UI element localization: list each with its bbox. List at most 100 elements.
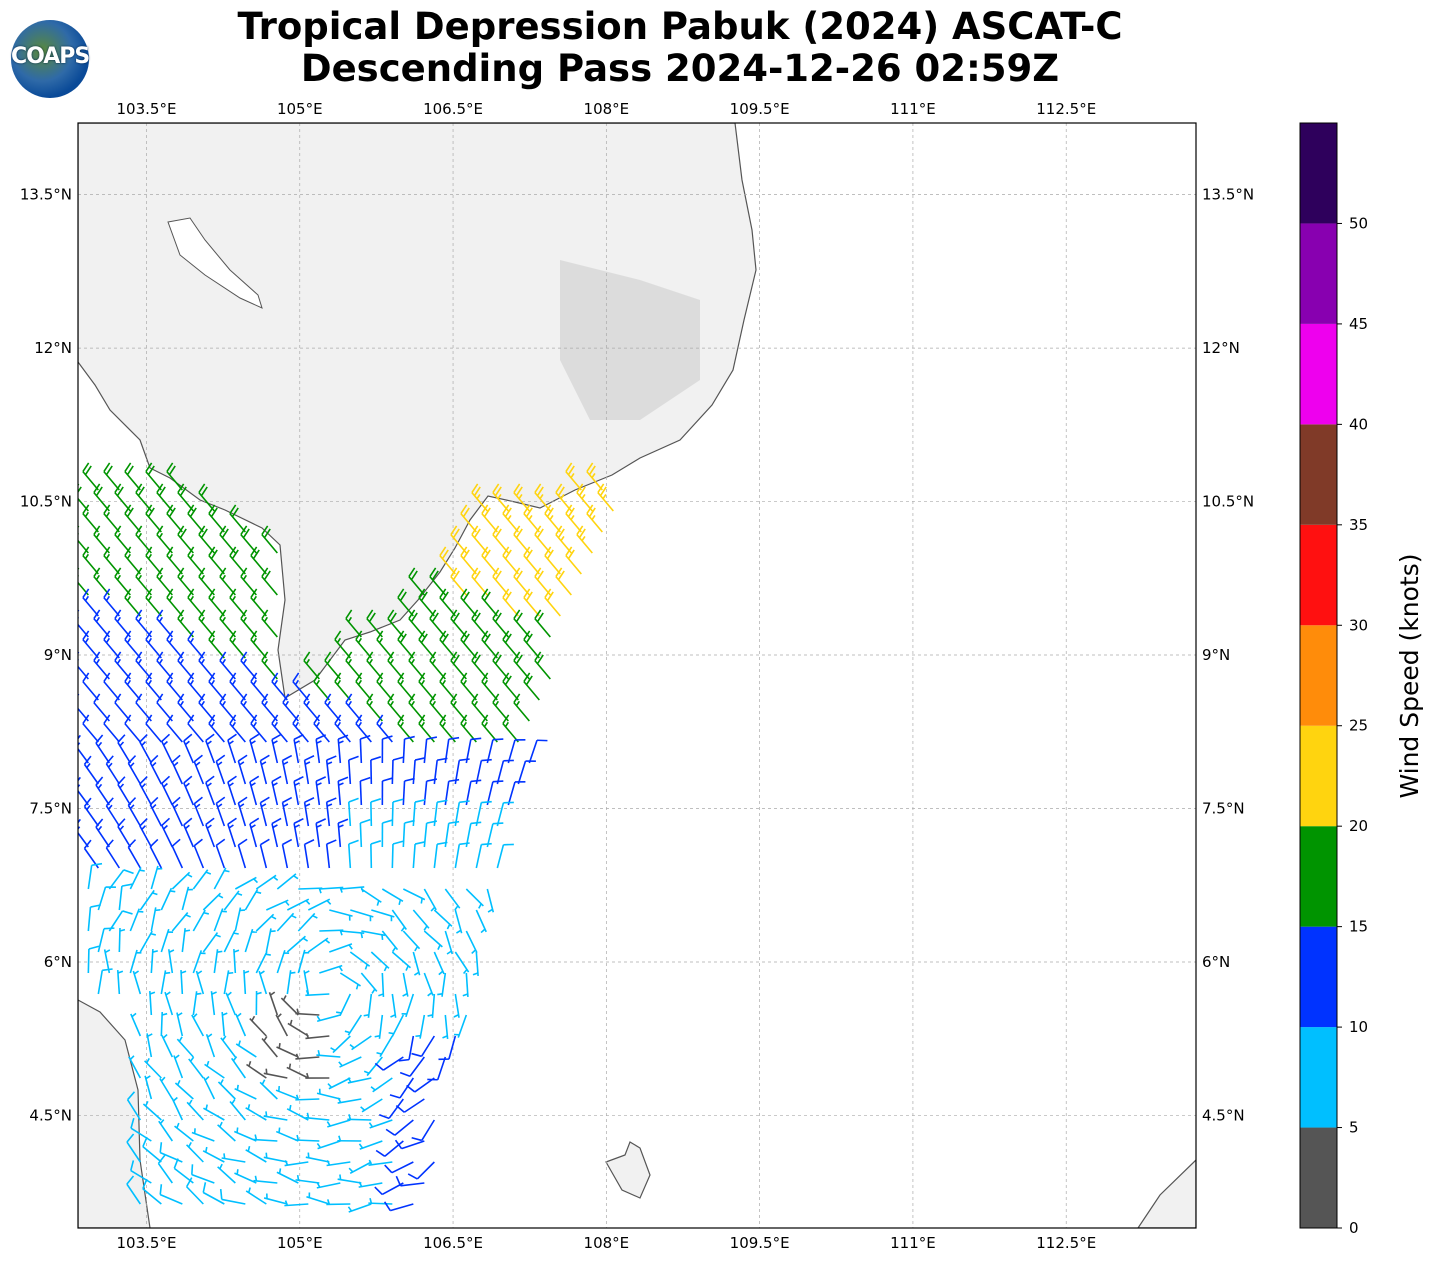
barb-full <box>426 736 438 740</box>
barb-full <box>492 651 500 662</box>
barb-staff <box>275 1130 299 1142</box>
wind-barb <box>229 1099 246 1121</box>
barb-full <box>219 525 227 536</box>
barb-staff <box>276 912 295 932</box>
wind-barb <box>534 567 551 596</box>
barb-full <box>370 756 382 761</box>
wind-barb <box>219 567 236 596</box>
barb-staff <box>295 1139 320 1142</box>
barb-half <box>427 991 433 997</box>
barb-half <box>410 700 416 707</box>
barb-half <box>163 824 168 830</box>
barb-staff <box>149 990 153 1016</box>
barb-half <box>357 637 363 644</box>
wind-barb <box>418 588 435 617</box>
barb-full <box>292 672 300 683</box>
wind-barb <box>249 775 260 806</box>
wind-barb <box>78 651 89 680</box>
barb-full <box>515 486 523 497</box>
wind-barb <box>259 796 270 827</box>
wind-barb <box>160 887 176 911</box>
wind-barb <box>502 630 519 659</box>
map-frame <box>77 122 1197 1229</box>
barb-half <box>338 824 344 828</box>
wind-barb <box>433 951 445 976</box>
barb-full <box>567 549 575 560</box>
wind-barb <box>286 935 309 953</box>
barb-staff <box>164 991 174 1016</box>
barb-full <box>578 528 586 539</box>
barb-full <box>492 567 500 578</box>
barb-full <box>261 693 269 704</box>
barb-half <box>219 1121 223 1128</box>
barb-full <box>177 693 185 704</box>
wind-barb <box>496 843 514 869</box>
barb-staff <box>298 887 323 890</box>
wind-barb <box>114 651 131 680</box>
barb-full <box>121 883 133 887</box>
wind-barb <box>395 1098 425 1113</box>
wind-barb <box>263 1152 288 1163</box>
barb-staff <box>105 847 121 869</box>
barb-full <box>198 693 206 704</box>
wind-barb <box>261 525 278 554</box>
barb-half <box>200 658 206 665</box>
barb-half <box>252 721 258 728</box>
barb-staff <box>293 781 300 806</box>
barb-full <box>208 504 216 515</box>
barb-half <box>278 1042 281 1049</box>
wind-barb <box>460 672 477 701</box>
barb-full <box>483 507 491 518</box>
barb-full <box>395 1104 405 1113</box>
barb-half <box>581 493 586 500</box>
barb-staff <box>433 760 438 785</box>
barb-full <box>161 733 171 743</box>
barb-staff <box>507 739 516 764</box>
barb-full <box>161 775 171 785</box>
barb-full <box>513 609 521 620</box>
wind-barb <box>358 1140 383 1150</box>
wind-barb <box>513 609 530 638</box>
barb-staff <box>245 1190 267 1205</box>
tonle-sap-lake <box>167 217 263 309</box>
barb-half <box>289 1019 293 1026</box>
wind-barb <box>388 1014 405 1037</box>
barb-full <box>145 630 153 641</box>
wind-barb <box>344 1014 363 1036</box>
barb-full <box>599 486 607 497</box>
wind-barb <box>166 588 183 617</box>
barb-half <box>326 1160 331 1166</box>
wind-barb <box>359 776 371 806</box>
wind-barb <box>146 1033 153 1058</box>
barb-half <box>504 721 510 728</box>
wind-barb <box>408 693 425 722</box>
barb-full <box>392 798 404 803</box>
wind-barb <box>481 630 498 659</box>
barb-staff <box>391 951 411 969</box>
barb-full <box>348 839 359 845</box>
barb-half <box>427 1014 433 1017</box>
wind-barb <box>334 714 351 743</box>
barb-full <box>397 714 405 725</box>
wind-barb <box>281 796 293 827</box>
wind-barb <box>305 1152 330 1163</box>
wind-barb <box>263 1111 288 1121</box>
barb-staff <box>203 1077 216 1100</box>
wind-barb <box>221 1012 228 1037</box>
barb-half <box>358 1143 364 1149</box>
barb-full <box>124 672 132 683</box>
barb-staff <box>204 1063 225 1079</box>
barb-staff <box>359 780 363 806</box>
wind-barb <box>97 968 113 995</box>
wind-barb <box>481 546 498 575</box>
barb-half <box>204 1075 210 1081</box>
wind-barb <box>149 838 163 869</box>
barb-half <box>97 825 103 831</box>
wind-barb <box>423 888 437 912</box>
wind-barb <box>337 818 349 848</box>
lat-tick-left: 10.5°N <box>20 493 72 511</box>
barb-half <box>221 616 227 623</box>
barb-staff <box>128 1056 142 1079</box>
barb-full <box>261 525 269 536</box>
barb-half <box>455 929 462 934</box>
